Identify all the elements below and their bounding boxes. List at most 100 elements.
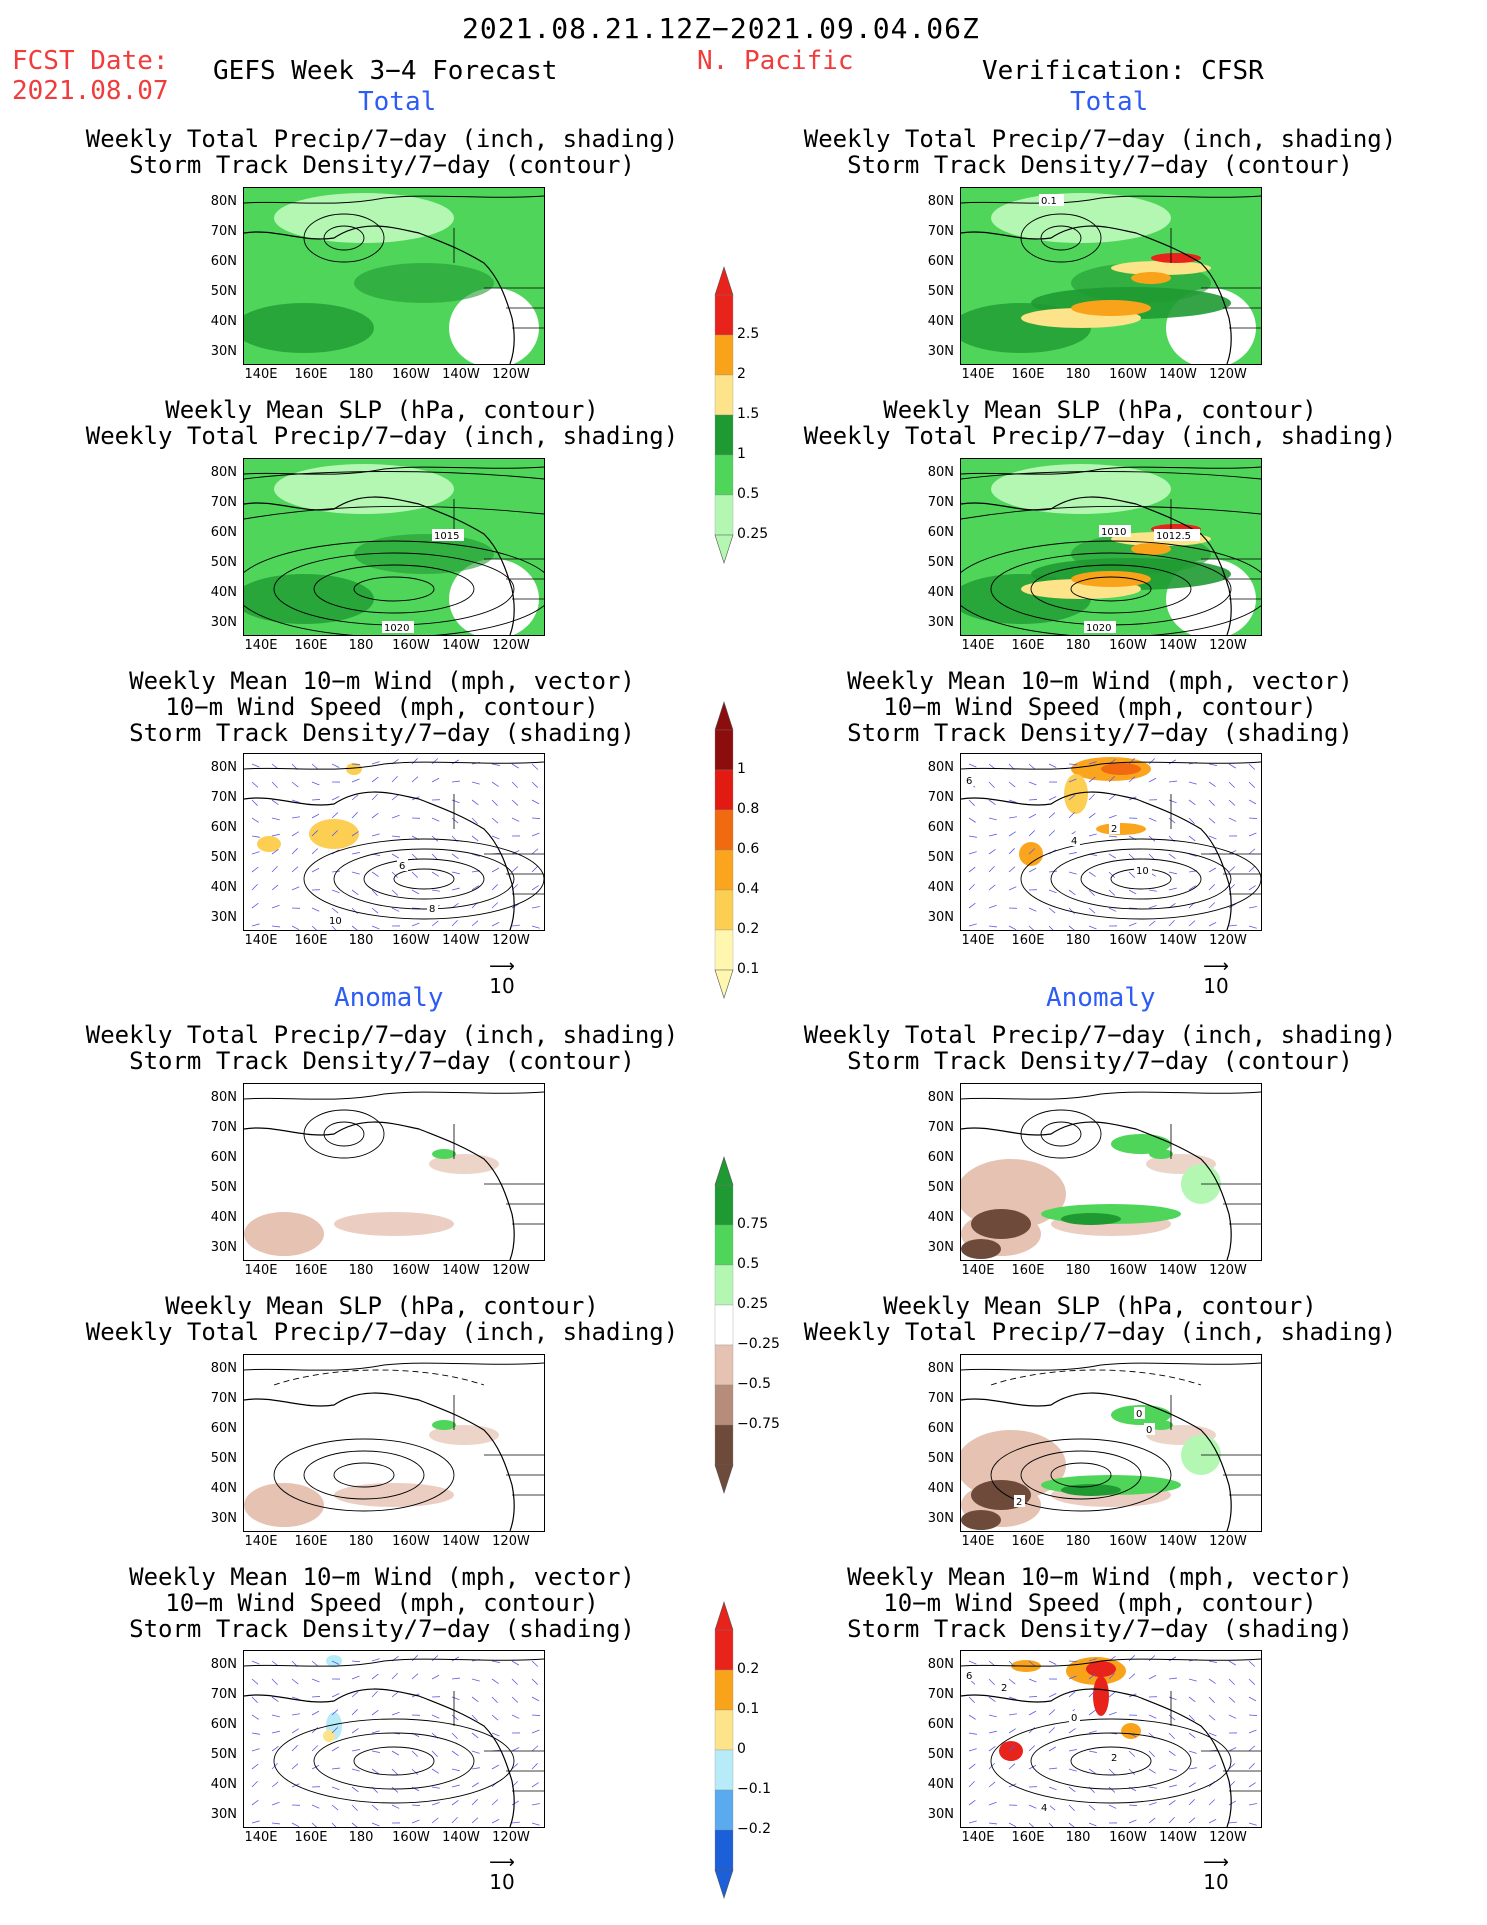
lon-tick-label: 180 <box>348 1830 374 1845</box>
lon-tick-label: 140E <box>244 1830 278 1845</box>
section-total-forecast: Total <box>358 87 437 117</box>
lon-tick-label: 140W <box>1159 638 1197 653</box>
lat-tick-label: 50N <box>927 1451 954 1466</box>
lon-tick-label: 140W <box>442 933 480 948</box>
lon-tick-label: 120W <box>1209 1534 1247 1549</box>
lon-tick-label: 160E <box>294 1830 328 1845</box>
lon-tick-label: 180 <box>348 1534 374 1549</box>
lon-tick-label: 180 <box>348 933 374 948</box>
lon-tick-label: 160W <box>1109 367 1147 382</box>
lat-tick-label: 50N <box>927 850 954 865</box>
svg-text:2: 2 <box>1001 1683 1007 1694</box>
section-total-verification: Total <box>1070 87 1149 117</box>
lat-tick-label: 50N <box>210 555 237 570</box>
lon-tick-label: 140W <box>1159 1534 1197 1549</box>
lat-tick-label: 80N <box>927 760 954 775</box>
lon-tick-label: 120W <box>492 1534 530 1549</box>
lat-tick-label: 60N <box>927 1421 954 1436</box>
vector-ref-ver-total: ⟶ 10 <box>1196 958 1236 999</box>
lon-tick-label: 140W <box>442 1830 480 1845</box>
lon-tick-label: 120W <box>492 933 530 948</box>
lat-tick-label: 30N <box>210 1511 237 1526</box>
svg-text:8: 8 <box>429 904 435 915</box>
lat-tick-label: 40N <box>210 880 237 895</box>
lat-tick-label: 80N <box>927 1090 954 1105</box>
vector-ref-ver-anom: ⟶ 10 <box>1196 1854 1236 1895</box>
lat-tick-label: 80N <box>210 1090 237 1105</box>
lat-tick-label: 50N <box>927 284 954 299</box>
verification-title: Verification: CFSR <box>982 56 1264 86</box>
lon-tick-label: 180 <box>348 367 374 382</box>
lat-tick-label: 50N <box>927 1180 954 1195</box>
lon-tick-label: 120W <box>1209 1263 1247 1278</box>
svg-text:0: 0 <box>1136 1409 1142 1420</box>
lat-tick-label: 60N <box>210 254 237 269</box>
lat-tick-label: 60N <box>210 1150 237 1165</box>
lat-tick-label: 40N <box>927 880 954 895</box>
lon-tick-label: 180 <box>1065 367 1091 382</box>
lat-tick-label: 60N <box>927 254 954 269</box>
svg-text:1020: 1020 <box>384 623 409 634</box>
lat-tick-label: 40N <box>210 1481 237 1496</box>
lat-tick-label: 30N <box>927 615 954 630</box>
lat-tick-label: 40N <box>210 585 237 600</box>
lon-tick-label: 140W <box>442 1534 480 1549</box>
forecast-model-title: GEFS Week 3−4 Forecast <box>213 56 558 86</box>
colorbar-label: 0.2 <box>737 921 760 937</box>
lat-tick-label: 80N <box>927 1361 954 1376</box>
lon-tick-label: 180 <box>1065 1534 1091 1549</box>
lon-tick-label: 120W <box>1209 1830 1247 1845</box>
lon-tick-label: 140E <box>244 933 278 948</box>
lat-tick-label: 50N <box>210 284 237 299</box>
lon-tick-label: 180 <box>348 1263 374 1278</box>
lat-tick-label: 40N <box>927 1481 954 1496</box>
svg-text:6: 6 <box>966 1671 972 1682</box>
colorbar-label: 0.5 <box>737 1256 760 1272</box>
lon-tick-label: 160W <box>392 367 430 382</box>
lon-tick-label: 160W <box>392 638 430 653</box>
colorbar-label: 1 <box>737 446 746 462</box>
lat-tick-label: 30N <box>210 615 237 630</box>
lon-tick-label: 140E <box>244 1263 278 1278</box>
panel-title-fc-anom-3: Weekly Mean 10−m Wind (mph, vector) 10−m … <box>129 1563 635 1643</box>
verification-total-slp-map: 1010 1012.5 1020 <box>960 458 1262 636</box>
lat-tick-label: 60N <box>210 1421 237 1436</box>
lat-tick-label: 40N <box>927 585 954 600</box>
svg-text:2: 2 <box>1111 1753 1117 1764</box>
lat-tick-label: 70N <box>210 1391 237 1406</box>
lat-tick-label: 30N <box>927 1807 954 1822</box>
colorbar-label: 0.75 <box>737 1216 769 1232</box>
lon-tick-label: 180 <box>1065 933 1091 948</box>
lat-tick-label: 30N <box>927 344 954 359</box>
lon-tick-label: 160W <box>392 1830 430 1845</box>
lat-tick-label: 70N <box>927 495 954 510</box>
forecast-total-wind-map: 6 8 10 <box>243 753 545 931</box>
svg-text:1015: 1015 <box>434 531 459 542</box>
panel-title-ver-anom-1: Weekly Total Precip/7−day (inch, shading… <box>803 1021 1397 1075</box>
lon-tick-label: 140E <box>244 367 278 382</box>
lon-tick-label: 140W <box>442 367 480 382</box>
lon-tick-label: 160E <box>294 638 328 653</box>
lat-tick-label: 40N <box>927 314 954 329</box>
lon-tick-label: 160E <box>1011 638 1045 653</box>
lat-tick-label: 50N <box>210 850 237 865</box>
svg-text:1020: 1020 <box>1086 623 1111 634</box>
colorbar-label: 0.6 <box>737 841 760 857</box>
lat-tick-label: 60N <box>210 1717 237 1732</box>
lat-tick-label: 80N <box>210 1361 237 1376</box>
lon-tick-label: 120W <box>1209 367 1247 382</box>
lat-tick-label: 40N <box>927 1210 954 1225</box>
lat-tick-label: 70N <box>210 790 237 805</box>
colorbar-label: 0.1 <box>737 1701 760 1717</box>
panel-title-ver-anom-3: Weekly Mean 10−m Wind (mph, vector) 10−m … <box>847 1563 1353 1643</box>
panel-title-fc-anom-2: Weekly Mean SLP (hPa, contour) Weekly Tot… <box>85 1292 679 1346</box>
lat-tick-label: 30N <box>210 1807 237 1822</box>
lat-tick-label: 40N <box>210 1210 237 1225</box>
lon-tick-label: 160E <box>1011 367 1045 382</box>
lat-tick-label: 50N <box>210 1451 237 1466</box>
svg-text:6: 6 <box>966 776 972 787</box>
lat-tick-label: 50N <box>927 555 954 570</box>
lon-tick-label: 180 <box>1065 1263 1091 1278</box>
lon-tick-label: 180 <box>1065 1830 1091 1845</box>
lon-tick-label: 140W <box>1159 933 1197 948</box>
